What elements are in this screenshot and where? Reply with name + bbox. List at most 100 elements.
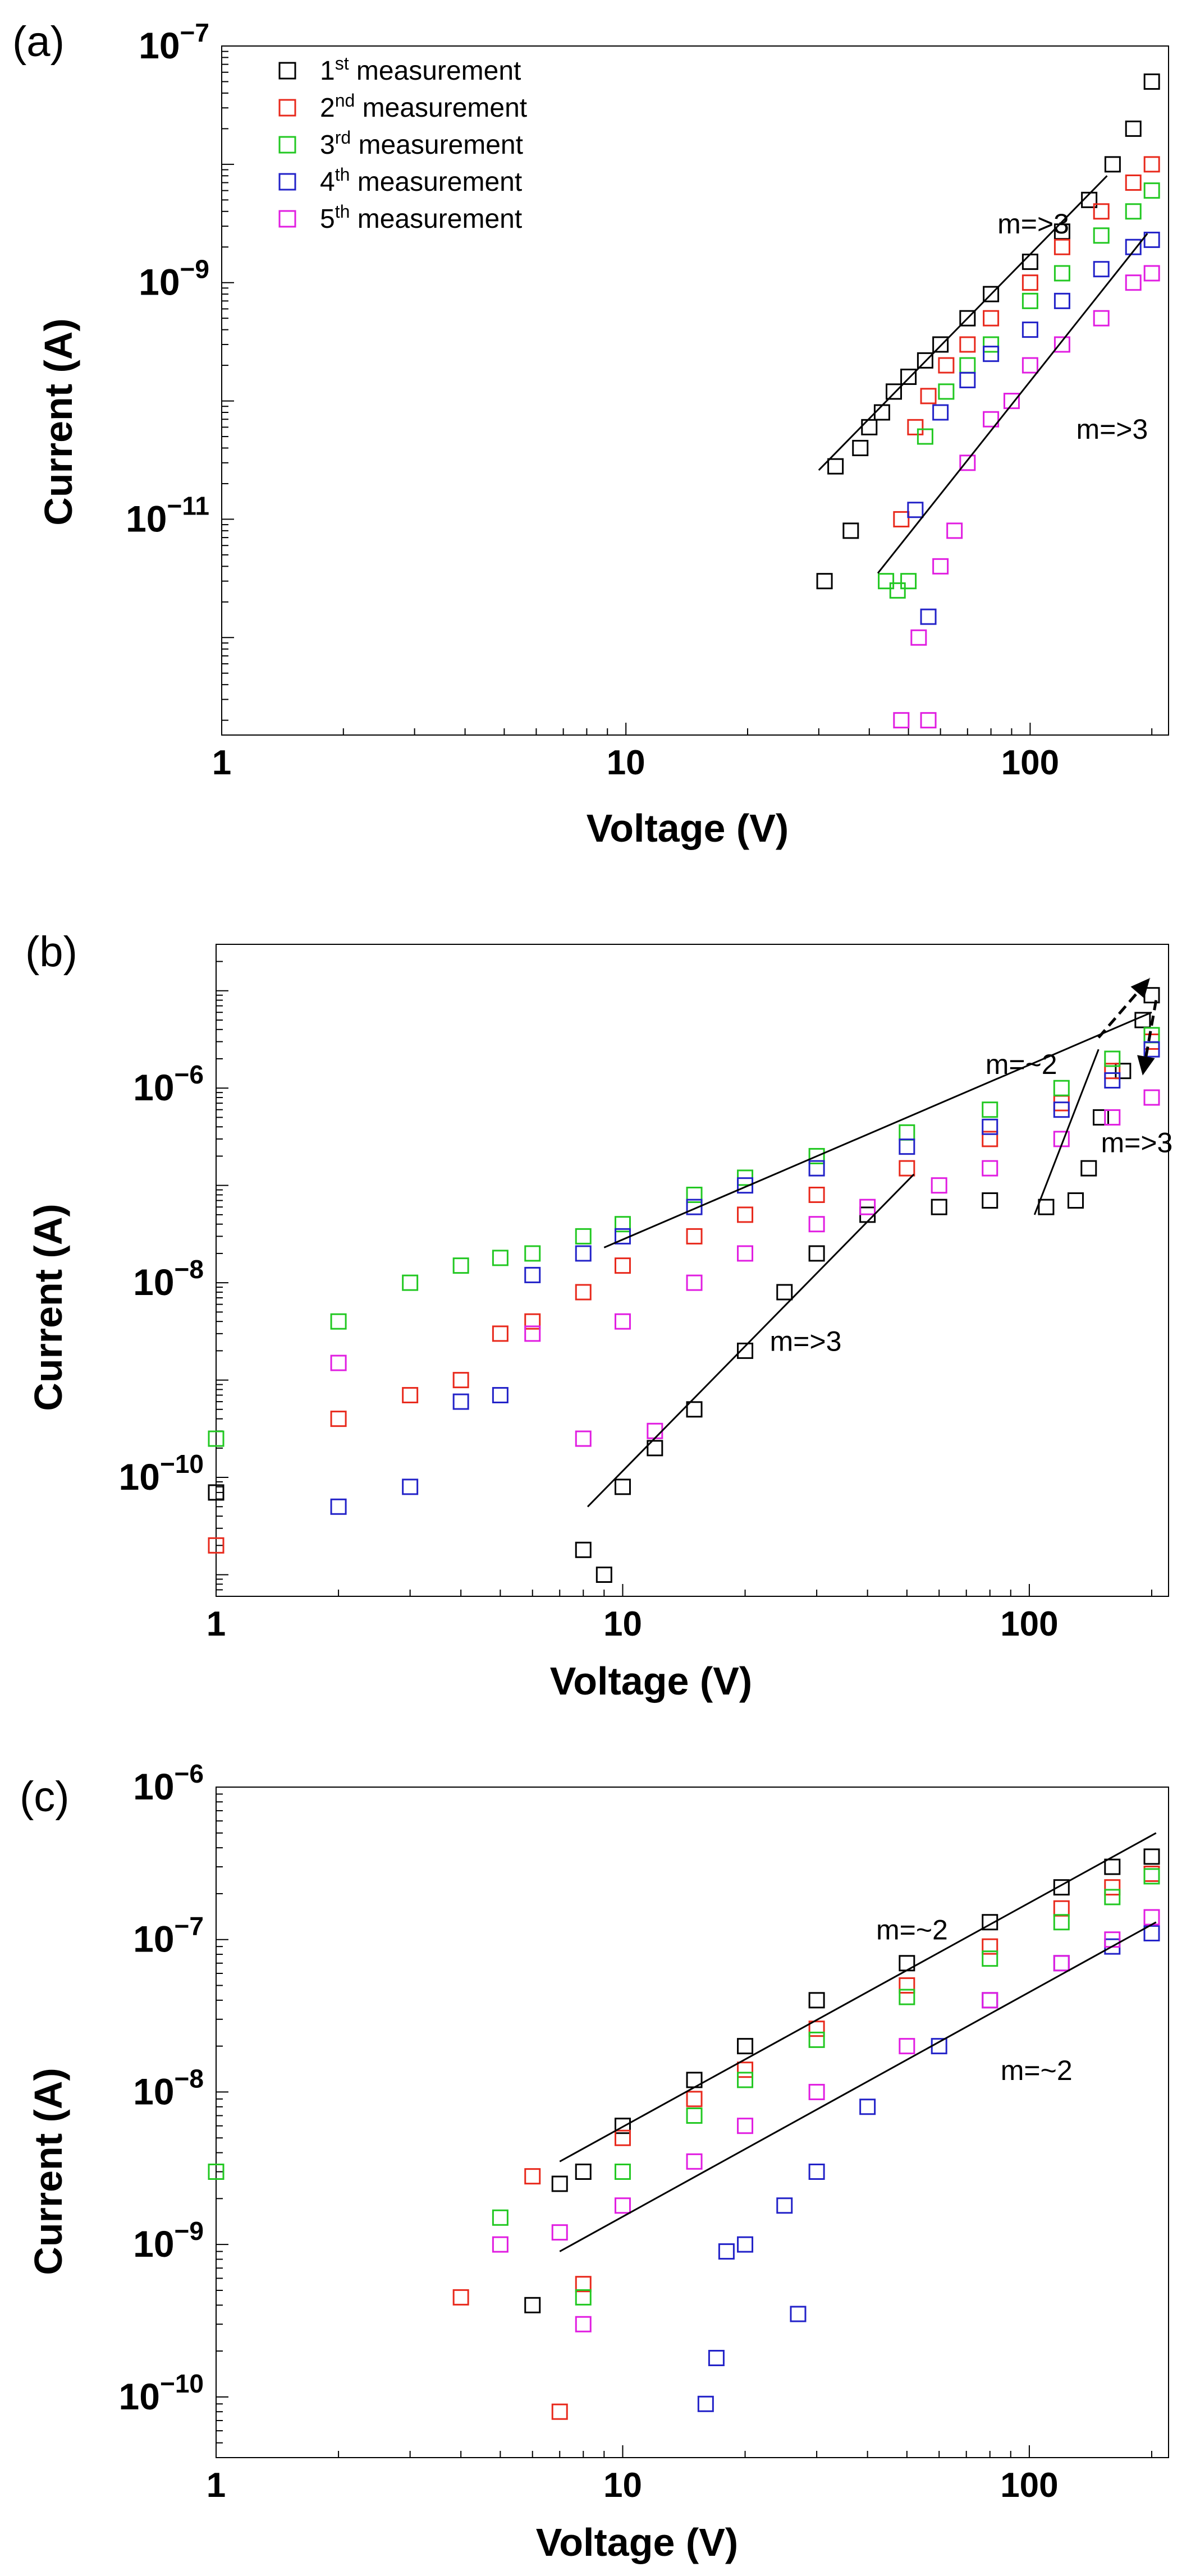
data-point: [982, 1914, 998, 1931]
legend-label-1: 1st measurement: [320, 53, 521, 86]
panel-c-series-5: [492, 1909, 1160, 2332]
panel-b-fit-line: [603, 1011, 1152, 1248]
panel-a-slope-annotation: m=>3: [1076, 414, 1148, 445]
data-point: [1093, 203, 1110, 220]
data-point: [330, 1411, 347, 1427]
data-point: [899, 1138, 915, 1155]
data-point: [852, 439, 869, 456]
panel-a-y-tick-label: 10−11: [126, 491, 209, 539]
panel-b-x-tick-label: 100: [1000, 1605, 1058, 1643]
data-point: [808, 2021, 825, 2037]
data-point: [1143, 73, 1160, 90]
data-point: [1125, 175, 1142, 191]
data-point: [614, 1216, 631, 1233]
panel-a-fit-line: [877, 233, 1148, 574]
data-point: [1104, 1050, 1121, 1067]
data-point: [982, 1992, 998, 2009]
data-point: [1053, 1101, 1070, 1118]
data-point: [889, 582, 906, 599]
data-point: [907, 502, 924, 518]
data-point: [959, 336, 976, 353]
panel-b-series-1: [208, 987, 1160, 1583]
data-point: [1104, 1109, 1121, 1126]
data-point: [932, 404, 949, 421]
data-point: [1093, 310, 1110, 327]
data-point: [686, 1401, 703, 1418]
data-point: [842, 522, 859, 539]
data-point: [1053, 1080, 1070, 1096]
legend-label-3: 3rd measurement: [320, 127, 523, 160]
data-point: [983, 346, 1000, 362]
panel-b-x-tick-label: 10: [603, 1605, 642, 1643]
data-point: [614, 2164, 631, 2180]
legend-item-1: 1st measurement: [278, 53, 521, 86]
data-point: [524, 1266, 541, 1283]
data-point: [1143, 1848, 1160, 1865]
data-point: [551, 2175, 568, 2192]
panel-a-x-axis-title: Voltage (V): [587, 806, 789, 850]
panel-c-plot-area: 1 10 100 10−6 10−7 10−8 10−9 10−10 m=~2 m=~2: [119, 1759, 1169, 2505]
data-point: [1021, 357, 1038, 374]
legend-label-4: 4th measurement: [320, 164, 522, 197]
data-point: [1053, 1914, 1070, 1931]
data-point: [983, 336, 1000, 353]
panel-c-y-tick-label: 10−6: [133, 1759, 204, 1807]
data-point: [878, 573, 895, 590]
data-point: [982, 1118, 998, 1135]
data-point: [886, 383, 903, 400]
panel-b-series-5: [330, 1089, 1160, 1447]
data-point: [808, 1160, 825, 1177]
data-point: [1053, 265, 1070, 282]
legend-item-5: 5th measurement: [278, 201, 522, 234]
data-point: [452, 2289, 469, 2306]
panel-a-y-tick-label: 10−7: [139, 18, 209, 66]
panel-c-y-tick-label: 10−8: [133, 2064, 204, 2112]
data-point: [959, 454, 976, 471]
data-point: [452, 1393, 469, 1410]
data-point: [1143, 231, 1160, 248]
data-point: [737, 2061, 754, 2078]
data-point: [737, 2038, 754, 2055]
data-point: [873, 404, 890, 421]
data-point: [686, 2091, 703, 2107]
data-point: [1143, 265, 1160, 282]
data-point: [737, 1342, 754, 1359]
panel-b-series-4: [330, 1041, 1160, 1515]
panel-c-label: (c): [20, 1773, 70, 1821]
data-point: [737, 2236, 754, 2253]
data-point: [1053, 336, 1070, 353]
panel-c-x-tick-label: 1: [207, 2466, 226, 2505]
data-point: [982, 1160, 998, 1177]
data-point: [596, 1567, 612, 1583]
data-point: [931, 1199, 947, 1215]
data-point: [686, 1274, 703, 1291]
panel-b-y-axis-title: Current (A): [26, 1204, 70, 1411]
data-point: [1093, 227, 1110, 244]
panel-c-y-tick-label: 10−9: [133, 2216, 204, 2265]
data-point: [776, 2197, 793, 2214]
legend-item-4: 4th measurement: [278, 164, 522, 197]
data-point: [899, 1124, 915, 1141]
data-point: [330, 1498, 347, 1515]
legend-label-2: 2nd measurement: [320, 90, 527, 123]
data-point: [932, 558, 949, 575]
data-point: [1081, 191, 1098, 208]
data-point: [1125, 238, 1142, 255]
data-point: [575, 1284, 592, 1301]
data-point: [614, 2197, 631, 2214]
data-point: [524, 1313, 541, 1330]
data-point: [647, 1422, 663, 1439]
panel-b: (b) 1 10 100 10−6 10−8 10−10 m=~2 m=>3 m=>3 Volt…: [25, 928, 1172, 1703]
data-point: [938, 357, 955, 374]
data-point: [808, 1245, 825, 1262]
data-point: [575, 2276, 592, 2293]
panel-b-slope-annotation: m=~2: [986, 1049, 1057, 1080]
data-point: [614, 1313, 631, 1330]
data-point: [982, 1950, 998, 1967]
panel-b-slope-annotation: m=>3: [1101, 1127, 1172, 1158]
data-point: [492, 1325, 509, 1342]
panel-b-label: (b): [25, 928, 77, 976]
panel-c-fit-line: [559, 1832, 1157, 2162]
data-point: [899, 2038, 915, 2055]
data-point: [575, 1245, 592, 1262]
